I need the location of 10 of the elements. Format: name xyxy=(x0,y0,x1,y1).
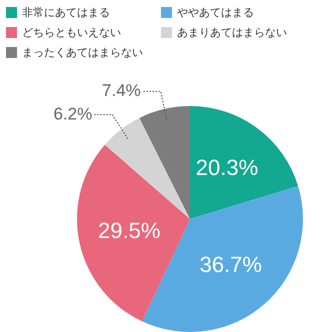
data-label: 6.2% xyxy=(53,104,92,124)
legend-label: 非常にあてはまる xyxy=(22,4,110,20)
legend-label: どちらともいえない xyxy=(22,24,121,40)
legend-label: ややあてはまる xyxy=(177,4,254,20)
legend-label: あまりあてはまらない xyxy=(177,24,287,40)
legend-label: まったくあてはまらない xyxy=(22,44,143,60)
data-label: 7.4% xyxy=(102,81,141,100)
data-label: 36.7% xyxy=(200,252,262,277)
data-label: 29.5% xyxy=(98,218,160,243)
data-label: 20.3% xyxy=(196,155,258,180)
